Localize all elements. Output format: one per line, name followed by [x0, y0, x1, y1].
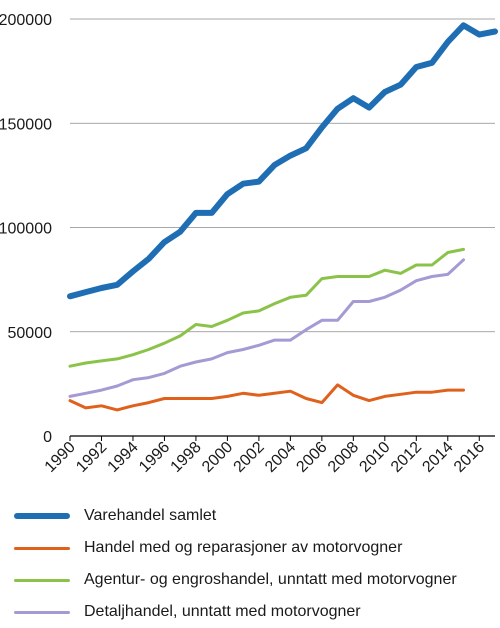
grid-lines — [70, 18, 495, 437]
legend-swatch — [14, 610, 70, 614]
legend-item: Agentur- og engroshandel, unntatt med mo… — [14, 564, 500, 596]
series-line-2 — [68, 383, 465, 412]
x-tick-label: 2014 — [419, 439, 456, 476]
x-tick-label: 2000 — [199, 439, 236, 476]
series-line-3 — [68, 247, 465, 368]
series-line-4 — [68, 258, 465, 398]
x-axis-ticks: 1990199219941996199820002002200420062008… — [42, 436, 488, 476]
legend-swatch — [14, 513, 70, 519]
y-tick-label: 0 — [43, 429, 52, 446]
x-tick-label: 2016 — [451, 439, 488, 476]
x-tick-label: 1992 — [73, 439, 110, 476]
legend-swatch — [14, 546, 70, 550]
x-tick-label: 1994 — [105, 439, 142, 476]
x-tick-label: 2002 — [231, 439, 268, 476]
x-tick-label: 2012 — [388, 439, 425, 476]
legend-item: Detaljhandel, unntatt med motorvogner — [14, 596, 500, 628]
series-lines — [67, 22, 498, 412]
y-tick-label: 50000 — [8, 325, 53, 342]
legend-label: Handel med og reparasjoner av motorvogne… — [84, 539, 403, 556]
x-tick-label: 2004 — [262, 439, 299, 476]
legend-label: Detaljhandel, unntatt med motorvogner — [84, 603, 361, 620]
y-tick-label: 150000 — [0, 116, 52, 133]
legend: Varehandel samlet Handel med og reparasjo… — [14, 500, 500, 628]
legend-item: Varehandel samlet — [14, 500, 500, 532]
x-tick-label: 2010 — [356, 439, 393, 476]
x-tick-label: 2008 — [325, 439, 362, 476]
legend-swatch — [14, 578, 70, 582]
y-tick-label: 100000 — [0, 221, 52, 238]
series-line-1 — [67, 22, 498, 300]
legend-label: Varehandel samlet — [84, 507, 217, 524]
y-axis-ticks: 0 50000 100000 150000 200000 — [0, 12, 52, 446]
line-chart: 0 50000 100000 150000 200000 199019921994199… — [0, 12, 498, 476]
x-tick-label: 1998 — [168, 439, 205, 476]
legend-label: Agentur- og engroshandel, unntatt med mo… — [84, 571, 457, 588]
x-tick-label: 2006 — [293, 439, 330, 476]
legend-item: Handel med og reparasjoner av motorvogne… — [14, 532, 500, 564]
x-tick-label: 1996 — [136, 439, 173, 476]
y-tick-label: 200000 — [0, 12, 52, 29]
